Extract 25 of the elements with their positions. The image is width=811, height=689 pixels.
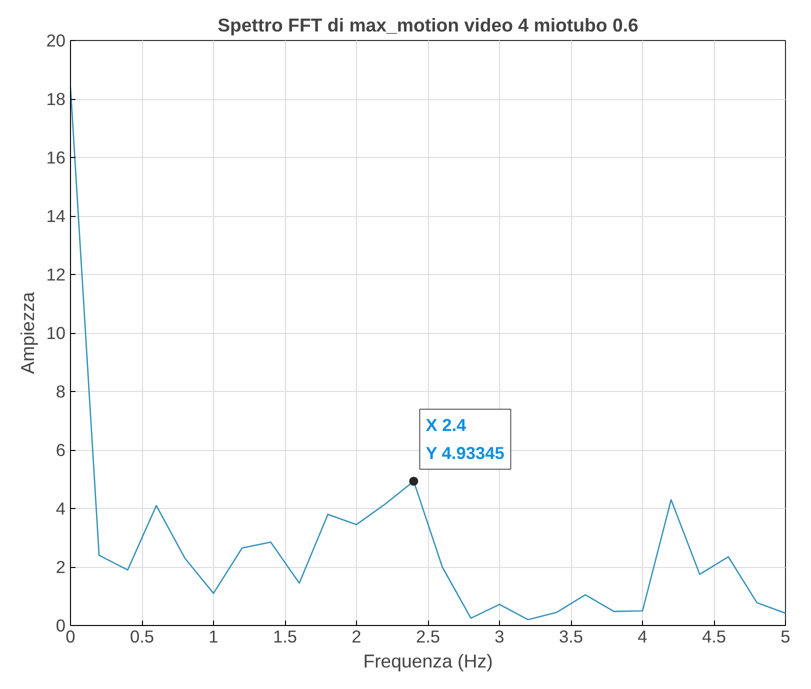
x-tick-label: 3.5 — [558, 626, 584, 646]
x-tick-label: 1 — [208, 626, 218, 646]
x-tick-label: 0.5 — [130, 626, 154, 646]
y-tick-label: 2 — [56, 557, 66, 577]
y-tick-label: 12 — [46, 264, 66, 284]
y-axis-title: Ampiezza — [17, 291, 38, 374]
x-tick-label: 4.5 — [702, 626, 726, 646]
x-tick-label: 4 — [638, 626, 648, 646]
annotation: X 2.4 Y 4.93345 — [426, 415, 505, 464]
y-tick-label: 18 — [46, 89, 66, 109]
y-tick-label: 4 — [56, 498, 66, 518]
x-tick-label: 1.5 — [272, 626, 298, 646]
x-tick-label: 5 — [780, 626, 790, 646]
x-tick-label: 3 — [494, 626, 504, 646]
y-tick-label: 20 — [46, 30, 66, 50]
x-tick-label: 2 — [352, 626, 362, 646]
y-tick-label: 8 — [56, 382, 66, 402]
y-tick-label: 16 — [46, 148, 66, 168]
x-tick-label: 2.5 — [416, 626, 440, 646]
x-axis-title: Frequenza (Hz) — [363, 650, 493, 672]
line-series — [70, 86, 786, 620]
y-tick-label: 14 — [46, 206, 66, 226]
y-tick-label: 6 — [56, 440, 66, 460]
chart-title: Spettro FFT di max_motion video 4 miotubo 0.6 — [218, 14, 638, 36]
y-tick-label: 10 — [46, 323, 66, 343]
